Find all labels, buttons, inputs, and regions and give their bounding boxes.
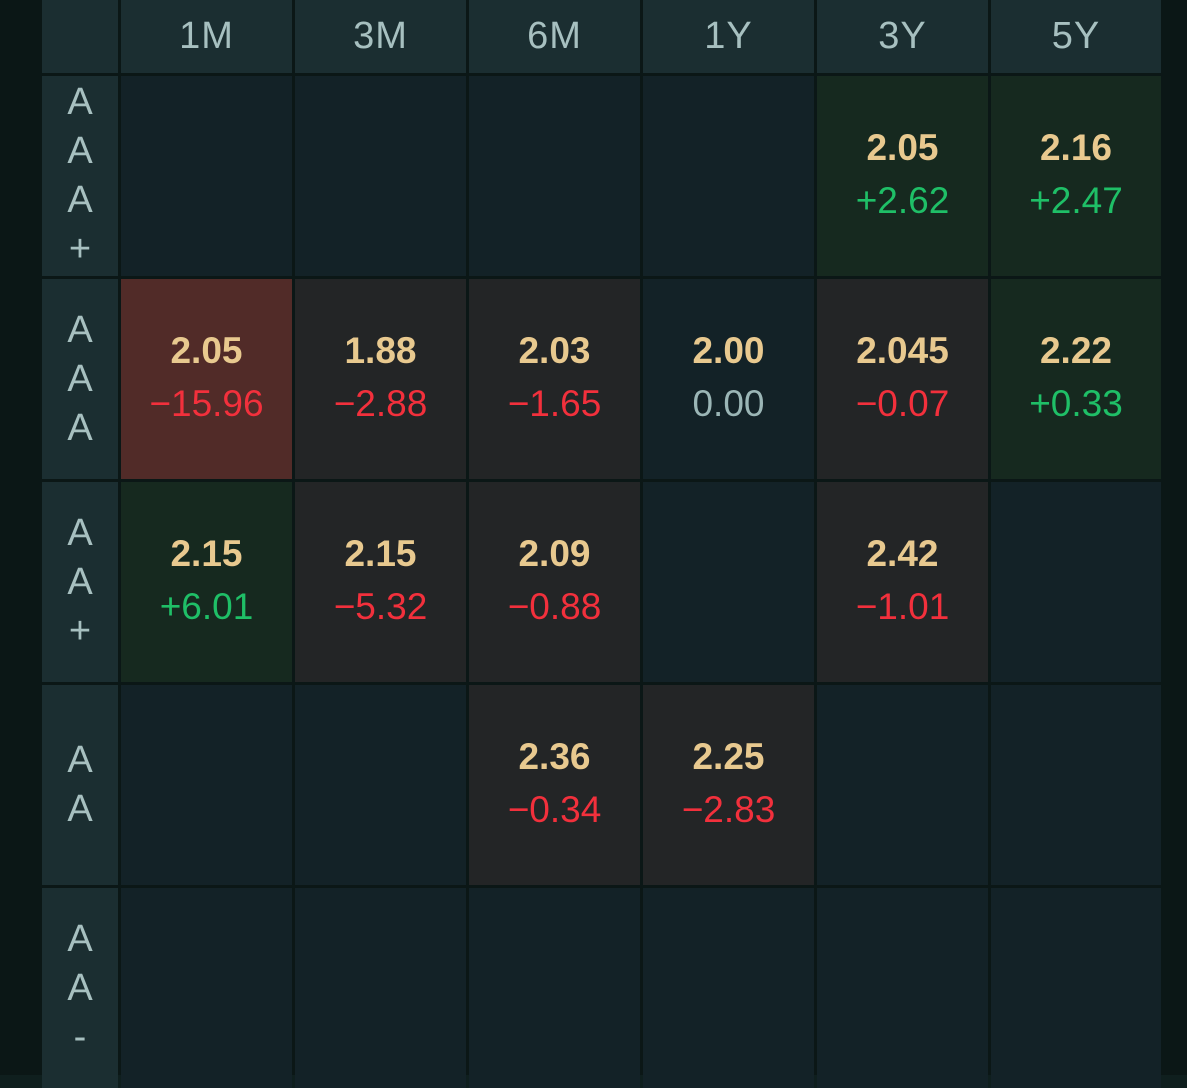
grid-cell[interactable]: 2.05 −15.96 (121, 279, 292, 479)
row-header-char: A (67, 788, 93, 830)
cell-rate: 2.42 (866, 533, 939, 574)
row-header-char: A (67, 130, 93, 172)
grid-cell (121, 888, 292, 1088)
grid-cell (469, 888, 640, 1088)
cell-rate: 2.00 (692, 330, 765, 371)
grid-cell (295, 685, 466, 885)
grid-cell (643, 888, 814, 1088)
cell-rate: 2.05 (866, 127, 939, 168)
cell-change: −0.07 (855, 383, 950, 424)
grid-cell (643, 76, 814, 276)
cell-rate: 2.36 (518, 736, 591, 777)
cell-change: −0.88 (507, 586, 602, 627)
cell-rate: 2.045 (856, 330, 949, 371)
column-header-1m[interactable]: 1M (121, 0, 292, 73)
cell-rate: 2.15 (170, 533, 243, 574)
cell-change: +2.47 (1029, 180, 1123, 221)
cell-rate: 1.88 (344, 330, 417, 371)
grid-cell[interactable]: 2.03 −1.65 (469, 279, 640, 479)
grid-cell[interactable]: 2.09 −0.88 (469, 482, 640, 682)
row-header-char: A (67, 308, 93, 351)
grid-cell[interactable]: 2.22 +0.33 (991, 279, 1161, 479)
cell-change: −0.34 (507, 789, 602, 830)
grid-cell (295, 888, 466, 1088)
column-header-3m[interactable]: 3M (295, 0, 466, 73)
cell-change: +0.33 (1029, 383, 1123, 424)
row-header-char: A (67, 511, 93, 554)
cell-rate: 2.25 (692, 736, 765, 777)
row-header-char: A (67, 357, 93, 400)
grid-cell[interactable]: 1.88 −2.88 (295, 279, 466, 479)
row-header-char: A (67, 739, 93, 781)
cell-rate: 2.15 (344, 533, 417, 574)
grid-cell[interactable]: 2.42 −1.01 (817, 482, 988, 682)
column-header-6m[interactable]: 6M (469, 0, 640, 73)
cell-change: +2.62 (855, 180, 950, 221)
cell-change: −1.01 (855, 586, 950, 627)
grid-cell[interactable]: 2.15 −5.32 (295, 482, 466, 682)
row-header[interactable]: A A + (42, 482, 118, 682)
grid-cell (469, 76, 640, 276)
row-header-char: A (67, 966, 93, 1009)
grid-cell (817, 685, 988, 885)
grid-cell (817, 888, 988, 1088)
left-margin (0, 0, 42, 1075)
grid-cell[interactable]: 2.15 +6.01 (121, 482, 292, 682)
cell-rate: 2.03 (518, 330, 591, 371)
column-header-5y[interactable]: 5Y (991, 0, 1161, 73)
cell-rate: 2.05 (170, 330, 243, 371)
column-header-1y[interactable]: 1Y (643, 0, 814, 73)
cell-change: −15.96 (149, 383, 264, 424)
cell-rate: 2.09 (518, 533, 591, 574)
column-header-3y[interactable]: 3Y (817, 0, 988, 73)
grid-cell (643, 482, 814, 682)
row-header-char: + (68, 609, 92, 652)
grid-cell[interactable]: 2.00 0.00 (643, 279, 814, 479)
grid-cell (121, 685, 292, 885)
grid-cell[interactable]: 2.16 +2.47 (991, 76, 1161, 276)
cell-change: 0.00 (692, 383, 765, 424)
cell-change: +6.01 (159, 586, 254, 627)
grid-corner (42, 0, 118, 73)
row-header-char: A (67, 179, 93, 221)
grid-cell[interactable]: 2.36 −0.34 (469, 685, 640, 885)
grid-cell[interactable]: 2.05 +2.62 (817, 76, 988, 276)
row-header[interactable]: A A A + (42, 76, 118, 276)
grid-cell (121, 76, 292, 276)
row-header-char: A (67, 81, 93, 123)
cell-rate: 2.16 (1039, 127, 1112, 168)
cell-change: −5.32 (333, 586, 428, 627)
row-header-char: A (67, 406, 93, 449)
grid-cell (991, 482, 1161, 682)
grid-cell[interactable]: 2.25 −2.83 (643, 685, 814, 885)
cell-rate: 2.22 (1039, 330, 1112, 371)
grid-cell (295, 76, 466, 276)
row-header-char: A (67, 917, 93, 960)
grid-cell (991, 888, 1161, 1088)
cell-change: −1.65 (507, 383, 602, 424)
row-header-char: - (73, 1015, 87, 1058)
row-header-char: A (67, 560, 93, 603)
cell-change: −2.83 (681, 789, 776, 830)
rating-tenor-grid: 1M 3M 6M 1Y 3Y 5Y A A A +2.05 +2.62 2.16 +2.47 A A A 2.0… (42, 0, 1161, 1088)
cell-change: −2.88 (333, 383, 428, 424)
row-header-char: + (68, 228, 92, 270)
grid-cell[interactable]: 2.045 −0.07 (817, 279, 988, 479)
grid-cell (991, 685, 1161, 885)
